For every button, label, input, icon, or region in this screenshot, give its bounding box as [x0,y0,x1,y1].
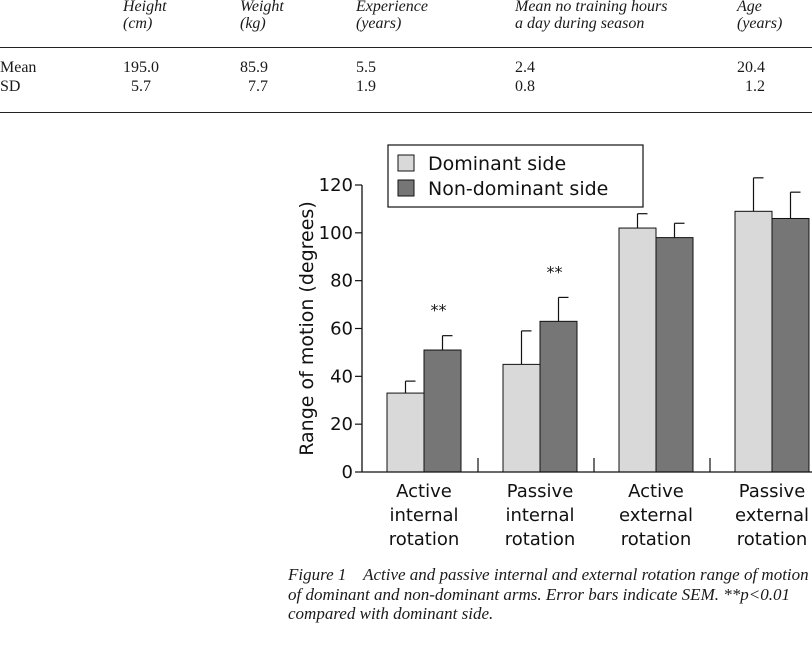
bar-non-dominant-3 [771,217,810,473]
legend-label-0: Dominant side [428,153,566,175]
legend-label-1: Non-dominant side [428,178,608,200]
table-header-age: Age (years) [737,0,783,32]
x-tick-label-3-1: external [735,505,809,526]
x-tick-label-3-0: Passive [739,481,806,502]
table-header-weight: Weight (kg) [240,0,284,32]
table-header-height: Height (cm) [123,0,167,32]
cell-sd-height: 5.7 [131,78,151,95]
bar-dominant-2 [618,227,657,473]
cell-mean-training: 2.4 [515,59,535,76]
x-tick-label-1-1: internal [505,505,574,526]
cell-sd-weight: 7.7 [248,78,268,95]
row-label-sd: SD [0,78,21,95]
cell-sd-training: 0.8 [515,78,535,95]
figure-caption-text: Active and passive internal and external… [288,565,809,623]
legend-swatch-1 [397,179,415,197]
x-tick-label-1-2: rotation [505,529,576,550]
y-tick-label-20: 20 [330,414,353,435]
x-tick-label-1-0: Passive [507,481,574,502]
y-tick-label-60: 60 [330,319,353,340]
table-divider-top [0,47,812,48]
cell-sd-experience: 1.9 [356,78,376,95]
x-tick-label-2-0: Active [628,481,684,502]
x-tick-label-0-2: rotation [389,529,460,550]
y-tick-label-40: 40 [330,366,353,387]
row-label-mean: Mean [0,59,37,76]
y-tick-label-0: 0 [342,462,353,483]
bar-dominant-1 [502,363,541,473]
legend-box [387,144,644,208]
cell-mean-experience: 5.5 [356,59,376,76]
bar-chart: 0 20 40 60 80 100 120 Active internal rotation Pas… [296,144,812,550]
y-tick-label-100: 100 [319,223,353,244]
legend-swatch-0 [397,154,415,172]
bar-non-dominant-1 [539,320,578,473]
bar-dominant-0 [386,392,425,473]
table-header-training-hours: Mean no training hours a day during seas… [515,0,668,32]
bar-non-dominant-0 [423,349,462,473]
cell-sd-age: 1.2 [745,78,765,95]
table-divider-bottom [0,112,812,113]
x-tick-label-0-0: Active [396,481,452,502]
significance-marker-0: ** [431,301,447,320]
y-tick-label-80: 80 [330,271,353,292]
cell-mean-height: 195.0 [123,59,159,76]
figure-label: Figure 1 [288,565,347,584]
figure-caption: Figure 1 Active and passive internal and… [288,565,812,624]
bar-non-dominant-2 [655,237,694,473]
x-tick-label-2-1: external [619,505,693,526]
table-header-experience: Experience (years) [356,0,428,32]
y-axis-label: Range of motion (degrees) [296,201,318,456]
x-tick-label-2-2: rotation [621,529,692,550]
bar-dominant-3 [734,210,773,473]
x-tick-label-0-1: internal [389,505,458,526]
x-tick-label-3-2: rotation [737,529,808,550]
y-tick-label-120: 120 [319,175,353,196]
cell-mean-age: 20.4 [737,59,765,76]
significance-marker-1: ** [547,262,563,281]
cell-mean-weight: 85.9 [240,59,268,76]
